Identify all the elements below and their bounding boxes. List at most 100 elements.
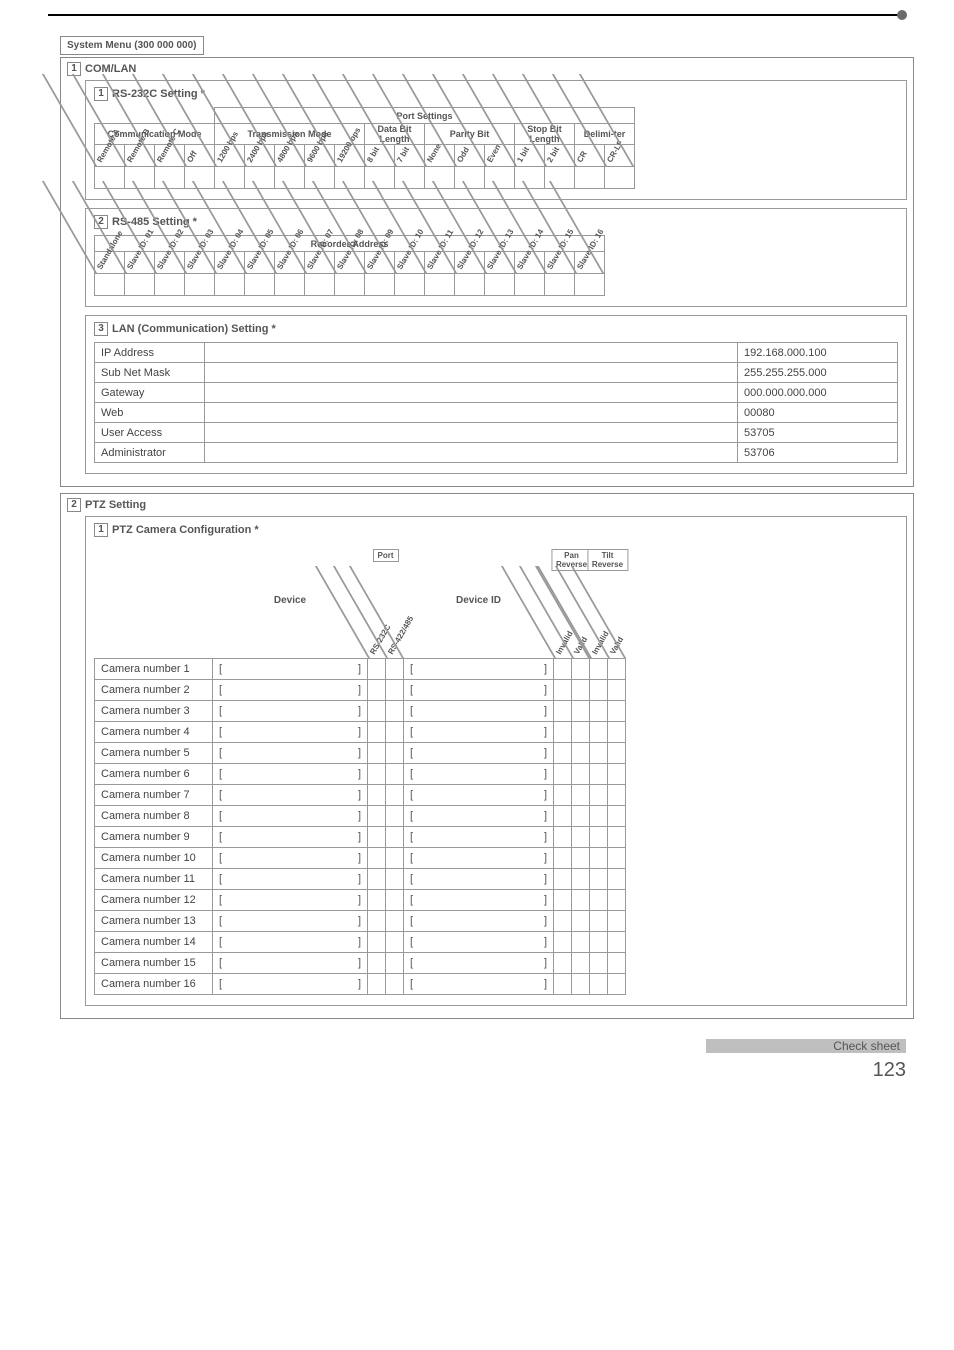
- ptz-device-id[interactable]: []: [404, 658, 554, 679]
- ptz-device-id[interactable]: []: [404, 973, 554, 994]
- ptz-tilt-invalid[interactable]: [590, 889, 608, 910]
- ptz-pan-valid[interactable]: [572, 952, 590, 973]
- ptz-tilt-valid[interactable]: [608, 658, 626, 679]
- ptz-pan-invalid[interactable]: [554, 847, 572, 868]
- ptz-port-485[interactable]: [386, 805, 404, 826]
- ptz-pan-invalid[interactable]: [554, 973, 572, 994]
- ptz-device[interactable]: []: [213, 784, 368, 805]
- ptz-pan-invalid[interactable]: [554, 742, 572, 763]
- ptz-port-232[interactable]: [368, 826, 386, 847]
- ptz-device-id[interactable]: []: [404, 952, 554, 973]
- ptz-port-485[interactable]: [386, 763, 404, 784]
- ptz-port-232[interactable]: [368, 910, 386, 931]
- ptz-tilt-valid[interactable]: [608, 910, 626, 931]
- ptz-port-232[interactable]: [368, 868, 386, 889]
- ptz-port-485[interactable]: [386, 889, 404, 910]
- ptz-pan-valid[interactable]: [572, 721, 590, 742]
- ptz-pan-invalid[interactable]: [554, 868, 572, 889]
- ptz-pan-invalid[interactable]: [554, 784, 572, 805]
- ptz-port-485[interactable]: [386, 973, 404, 994]
- ptz-tilt-valid[interactable]: [608, 931, 626, 952]
- ptz-port-232[interactable]: [368, 679, 386, 700]
- ptz-port-232[interactable]: [368, 658, 386, 679]
- ptz-tilt-invalid[interactable]: [590, 868, 608, 889]
- ptz-port-232[interactable]: [368, 700, 386, 721]
- ptz-port-232[interactable]: [368, 805, 386, 826]
- ptz-device-id[interactable]: []: [404, 784, 554, 805]
- ptz-device[interactable]: []: [213, 847, 368, 868]
- ptz-pan-invalid[interactable]: [554, 805, 572, 826]
- ptz-device-id[interactable]: []: [404, 931, 554, 952]
- ptz-device[interactable]: []: [213, 868, 368, 889]
- ptz-tilt-valid[interactable]: [608, 784, 626, 805]
- ptz-tilt-valid[interactable]: [608, 889, 626, 910]
- ptz-port-485[interactable]: [386, 910, 404, 931]
- ptz-tilt-invalid[interactable]: [590, 826, 608, 847]
- ptz-device-id[interactable]: []: [404, 763, 554, 784]
- ptz-port-232[interactable]: [368, 973, 386, 994]
- ptz-tilt-valid[interactable]: [608, 763, 626, 784]
- ptz-device[interactable]: []: [213, 763, 368, 784]
- ptz-device[interactable]: []: [213, 931, 368, 952]
- ptz-pan-invalid[interactable]: [554, 952, 572, 973]
- ptz-tilt-valid[interactable]: [608, 847, 626, 868]
- ptz-port-485[interactable]: [386, 700, 404, 721]
- ptz-device-id[interactable]: []: [404, 889, 554, 910]
- ptz-device-id[interactable]: []: [404, 721, 554, 742]
- ptz-port-485[interactable]: [386, 679, 404, 700]
- ptz-pan-invalid[interactable]: [554, 931, 572, 952]
- ptz-tilt-invalid[interactable]: [590, 931, 608, 952]
- ptz-device[interactable]: []: [213, 805, 368, 826]
- ptz-device-id[interactable]: []: [404, 826, 554, 847]
- ptz-device[interactable]: []: [213, 952, 368, 973]
- ptz-port-485[interactable]: [386, 658, 404, 679]
- ptz-pan-invalid[interactable]: [554, 700, 572, 721]
- ptz-pan-invalid[interactable]: [554, 679, 572, 700]
- ptz-pan-valid[interactable]: [572, 868, 590, 889]
- ptz-tilt-valid[interactable]: [608, 721, 626, 742]
- ptz-pan-valid[interactable]: [572, 763, 590, 784]
- ptz-port-232[interactable]: [368, 721, 386, 742]
- ptz-pan-valid[interactable]: [572, 847, 590, 868]
- ptz-tilt-invalid[interactable]: [590, 910, 608, 931]
- ptz-port-485[interactable]: [386, 847, 404, 868]
- ptz-pan-valid[interactable]: [572, 742, 590, 763]
- ptz-pan-valid[interactable]: [572, 889, 590, 910]
- ptz-tilt-invalid[interactable]: [590, 700, 608, 721]
- ptz-port-485[interactable]: [386, 826, 404, 847]
- ptz-device[interactable]: []: [213, 658, 368, 679]
- ptz-device-id[interactable]: []: [404, 868, 554, 889]
- lan-mid[interactable]: [205, 443, 738, 463]
- ptz-pan-valid[interactable]: [572, 700, 590, 721]
- ptz-pan-invalid[interactable]: [554, 889, 572, 910]
- lan-mid[interactable]: [205, 383, 738, 403]
- ptz-port-485[interactable]: [386, 742, 404, 763]
- ptz-tilt-invalid[interactable]: [590, 763, 608, 784]
- ptz-port-485[interactable]: [386, 721, 404, 742]
- ptz-pan-valid[interactable]: [572, 784, 590, 805]
- ptz-port-232[interactable]: [368, 931, 386, 952]
- ptz-device-id[interactable]: []: [404, 847, 554, 868]
- lan-mid[interactable]: [205, 343, 738, 363]
- ptz-tilt-valid[interactable]: [608, 973, 626, 994]
- lan-mid[interactable]: [205, 403, 738, 423]
- ptz-device[interactable]: []: [213, 721, 368, 742]
- ptz-pan-valid[interactable]: [572, 973, 590, 994]
- ptz-port-232[interactable]: [368, 889, 386, 910]
- ptz-device-id[interactable]: []: [404, 700, 554, 721]
- ptz-pan-invalid[interactable]: [554, 658, 572, 679]
- ptz-device[interactable]: []: [213, 973, 368, 994]
- ptz-pan-invalid[interactable]: [554, 910, 572, 931]
- ptz-tilt-invalid[interactable]: [590, 784, 608, 805]
- ptz-tilt-valid[interactable]: [608, 952, 626, 973]
- ptz-port-232[interactable]: [368, 952, 386, 973]
- ptz-pan-invalid[interactable]: [554, 721, 572, 742]
- ptz-tilt-valid[interactable]: [608, 679, 626, 700]
- ptz-tilt-invalid[interactable]: [590, 952, 608, 973]
- ptz-tilt-invalid[interactable]: [590, 658, 608, 679]
- ptz-device[interactable]: []: [213, 826, 368, 847]
- ptz-pan-valid[interactable]: [572, 679, 590, 700]
- ptz-pan-invalid[interactable]: [554, 826, 572, 847]
- ptz-pan-invalid[interactable]: [554, 763, 572, 784]
- ptz-device-id[interactable]: []: [404, 805, 554, 826]
